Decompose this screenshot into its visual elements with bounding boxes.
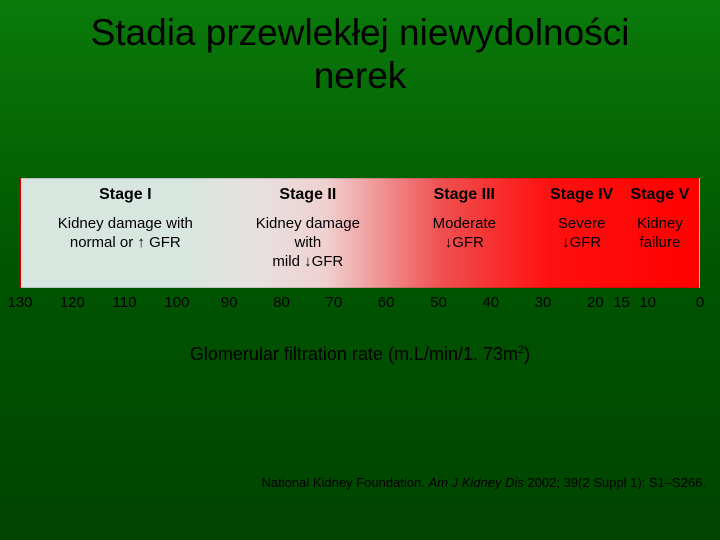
ckd-stage-chart: Stage I Stage II Stage III Stage IV Stag… [20,178,700,365]
tick-label: 110 [113,294,137,311]
stage-4-desc: Severe↓GFR [543,215,621,271]
stage-3-label: Stage III [386,185,542,205]
tick-label: 100 [164,294,189,311]
tick-label: 0 [696,294,704,311]
stage-1-label: Stage I [21,185,230,205]
citation-detail: 2002; 39(2 Suppl 1): S1–S266. [527,475,706,490]
tick-label: 40 [482,294,499,311]
stage-5-desc: Kidneyfailure [621,215,699,271]
stage-header-row: Stage I Stage II Stage III Stage IV Stag… [21,185,699,205]
tick-label: 120 [60,294,85,311]
tick-label: 90 [221,294,238,311]
tick-label: 70 [326,294,343,311]
tick-label: 50 [430,294,447,311]
stage-1-desc: Kidney damage withnormal or ↑ GFR [21,215,230,271]
tick-label: 30 [535,294,552,311]
axis-label: Glomerular filtration rate (m.L/min/1. 7… [20,344,700,365]
stage-desc-row: Kidney damage withnormal or ↑ GFR Kidney… [21,215,699,271]
citation-journal: Am J Kidney Dis [428,475,527,490]
stage-2-desc: Kidney damagewithmild ↓GFR [230,215,386,271]
tick-label: 20 [587,294,604,311]
stage-2-label: Stage II [230,185,386,205]
title-line-1: Stadia przewlekłej niewydolności [91,12,630,53]
citation-source: National Kidney Foundation. [262,475,429,490]
title-line-2: nerek [314,55,407,96]
tick-label: 10 [639,294,656,311]
gfr-ticks: 130120110100908070605040302015100 [20,294,700,322]
citation: National Kidney Foundation. Am J Kidney … [262,475,706,490]
stage-5-label: Stage V [621,185,699,205]
slide-title: Stadia przewlekłej niewydolności nerek [0,0,720,97]
tick-label: 60 [378,294,395,311]
tick-label: 130 [7,294,32,311]
tick-label: 15 [613,294,630,311]
gradient-bar: Stage I Stage II Stage III Stage IV Stag… [20,178,700,288]
stage-4-label: Stage IV [543,185,621,205]
tick-label: 80 [273,294,290,311]
stage-3-desc: Moderate↓GFR [386,215,542,271]
